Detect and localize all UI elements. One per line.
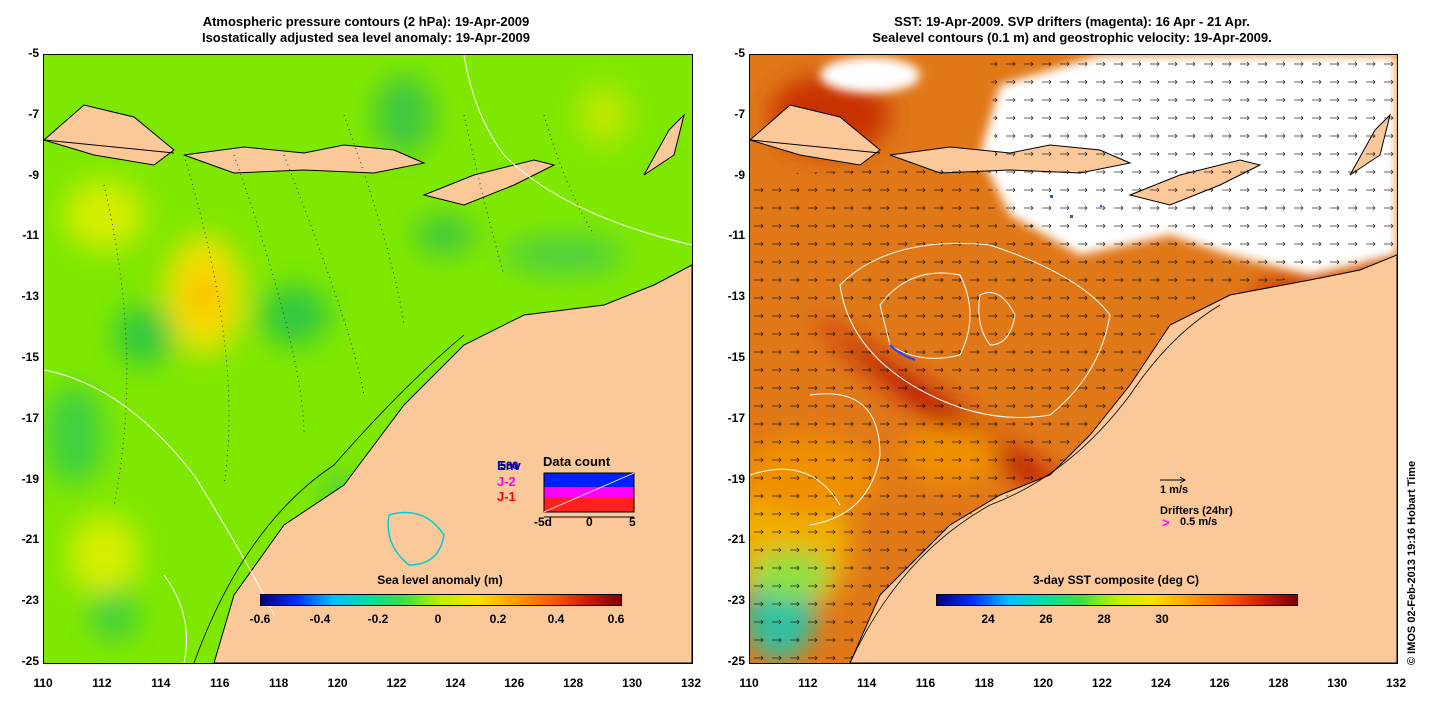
right-x-tick-label: 110	[739, 676, 759, 690]
legend-x-label: 0	[586, 515, 593, 529]
drifters-arrow-icon: >	[1162, 515, 1170, 530]
legend-env: Env	[497, 458, 521, 473]
legend-x-label: 5	[629, 515, 636, 529]
right-title-line2: Sealevel contours (0.1 m) and geostrophi…	[872, 30, 1272, 45]
left-x-tick-label: 118	[268, 676, 289, 690]
left-y-tick-label: -5	[28, 46, 39, 60]
left-title-line1: Atmospheric pressure contours (2 hPa): 1…	[202, 14, 530, 29]
right-x-tick-label: 120	[1033, 676, 1054, 690]
right-title-line1: SST: 19-Apr-2009. SVP drifters (magenta)…	[894, 14, 1250, 29]
legend-j1: J-1	[497, 489, 516, 504]
left-y-tick-label: -21	[21, 532, 39, 547]
sla-colorbar-label: -0.6	[249, 612, 271, 626]
right-y-tick-label: -19	[727, 471, 745, 486]
legend-j2: J-2	[497, 474, 516, 489]
drifters-label: Drifters (24hr)	[1160, 505, 1233, 517]
sla-colorbar-label: -0.2	[367, 612, 389, 626]
legend-x-label: -5d	[534, 515, 552, 529]
legend-overlap: 580	[500, 460, 519, 472]
right-y-tick-label: -25	[727, 654, 745, 668]
right-y-tick-label: -21	[727, 532, 745, 547]
sst-colorbar-title: 3-day SST composite (deg C)	[1032, 573, 1200, 587]
right-x-tick-label: 132	[1385, 676, 1407, 690]
right-y-tick-label: -23	[727, 593, 745, 608]
drifters-scale-label: 0.5 m/s	[1180, 516, 1218, 528]
right-x-tick-label: 112	[798, 676, 818, 690]
sst-colorbar-label: 28	[1097, 612, 1111, 626]
sla-colorbar-label: 0	[434, 612, 442, 626]
left-y-tick-label: -19	[21, 471, 39, 486]
sla-colorbar-label: -0.4	[309, 612, 331, 626]
right-y-tick-label: -17	[727, 410, 745, 425]
left-map	[43, 54, 693, 664]
left-x-tick-label: 126	[504, 676, 525, 690]
right-x-tick-label: 116	[915, 676, 936, 690]
left-y-tick-label: -13	[21, 289, 39, 304]
left-y-tick-label: -23	[21, 593, 39, 608]
right-y-tick-label: -11	[728, 228, 745, 243]
right-y-tick-label: -13	[727, 289, 745, 304]
right-x-tick-label: 114	[856, 676, 877, 690]
right-y-tick-label: -15	[727, 350, 745, 364]
sla-colorbar-label: 0.4	[547, 612, 565, 626]
velocity-scale-label: 1 m/s	[1160, 484, 1189, 496]
sst-colorbar-label: 24	[981, 612, 995, 626]
credit-label: © IMOS 02-Feb-2013 19:16 Hobart Time	[1406, 460, 1418, 665]
right-y-tick-label: -9	[734, 167, 745, 182]
sla-map-graphic	[44, 55, 692, 663]
sst-colorbar	[936, 594, 1298, 606]
sla-colorbar-label: 0.6	[607, 612, 625, 626]
left-y-tick-label: -15	[21, 350, 39, 364]
right-y-tick-label: -7	[734, 106, 745, 121]
sla-colorbar-title: Sea level anomaly (m)	[377, 573, 503, 587]
legend-title: Data count	[543, 454, 611, 469]
right-x-tick-label: 124	[1150, 676, 1171, 690]
right-x-tick-label: 118	[974, 676, 994, 690]
data-count-histogram	[543, 472, 635, 518]
left-x-tick-label: 122	[386, 676, 407, 690]
left-x-tick-label: 114	[151, 676, 171, 690]
left-y-tick-label: -7	[28, 106, 39, 121]
left-y-tick-label: -9	[28, 167, 39, 182]
left-y-tick-label: -11	[22, 228, 39, 243]
sst-colorbar-label: 26	[1039, 612, 1053, 626]
sst-colorbar-label: 30	[1155, 612, 1169, 626]
left-x-tick-label: 128	[563, 676, 584, 690]
left-x-tick-label: 120	[327, 676, 348, 690]
right-x-tick-label: 130	[1327, 676, 1348, 690]
sla-colorbar	[260, 594, 622, 606]
right-x-tick-label: 126	[1209, 676, 1230, 690]
left-x-tick-label: 132	[680, 676, 702, 690]
right-x-tick-label: 122	[1091, 676, 1112, 690]
right-x-tick-label: 128	[1268, 676, 1289, 690]
left-x-tick-label: 110	[33, 676, 53, 690]
left-x-tick-label: 112	[92, 676, 112, 690]
left-y-tick-label: -17	[21, 410, 39, 425]
left-title-line2: Isostatically adjusted sea level anomaly…	[201, 30, 531, 45]
left-y-tick-label: -25	[21, 654, 39, 668]
sst-map-graphic	[750, 55, 1397, 663]
left-x-tick-label: 124	[445, 676, 466, 690]
right-y-tick-label: -5	[734, 46, 745, 60]
sla-colorbar-label: 0.2	[489, 612, 507, 626]
right-map	[749, 54, 1398, 664]
left-x-tick-label: 116	[210, 676, 230, 690]
left-x-tick-label: 130	[622, 676, 643, 690]
